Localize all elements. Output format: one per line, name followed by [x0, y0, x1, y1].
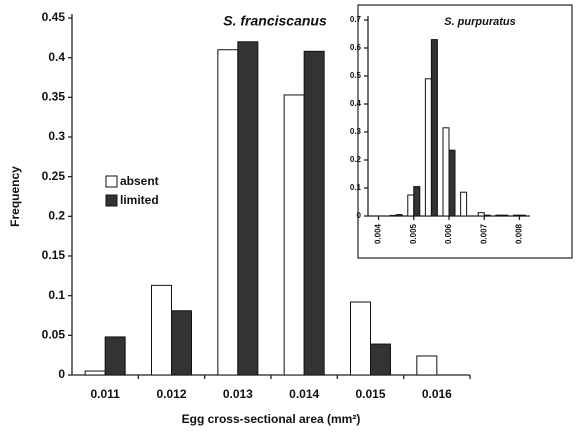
- bar: [430, 39, 438, 217]
- y-tick-label: 0.4: [48, 50, 65, 64]
- y-tick-label: 0.35: [42, 90, 66, 104]
- y-tick-label: 0.25: [42, 169, 66, 183]
- bar: [518, 214, 526, 217]
- bar: [495, 214, 503, 217]
- bar: [501, 214, 509, 217]
- bar: [84, 370, 106, 376]
- bar: [416, 355, 438, 376]
- bar: [512, 214, 520, 217]
- bar: [442, 127, 450, 217]
- bar: [370, 343, 391, 376]
- x-tick-label: 0.014: [289, 387, 319, 401]
- x-tick-label: 0.013: [223, 387, 253, 401]
- y-tick-label: 0: [357, 211, 362, 220]
- x-tick-label: 0.008: [515, 223, 524, 244]
- y-tick-label: 0.1: [48, 288, 65, 302]
- y-tick-label: 0.1: [350, 183, 362, 192]
- y-axis-label: Frequency: [8, 166, 22, 227]
- bar: [151, 284, 172, 376]
- inset-frame: [357, 4, 573, 259]
- y-tick-label: 0.2: [350, 155, 362, 164]
- bar: [424, 78, 432, 217]
- y-tick-label: 0.05: [42, 328, 66, 342]
- legend-swatch: [105, 175, 118, 188]
- legend-label: limited: [120, 193, 159, 207]
- y-tick-label: 0.2: [48, 209, 65, 223]
- x-tick-label: 0.011: [90, 387, 120, 401]
- chart-title: S. franciscanus: [223, 13, 327, 29]
- legend-label: absent: [120, 174, 159, 188]
- x-tick-label: 0.016: [422, 387, 452, 401]
- legend-swatch: [105, 194, 118, 207]
- y-tick-label: 0.4: [350, 99, 362, 108]
- y-tick-label: 0.7: [350, 15, 362, 24]
- x-tick-label: 0.007: [479, 223, 488, 244]
- x-tick-label: 0.012: [156, 387, 186, 401]
- bar: [483, 214, 491, 217]
- bar: [104, 336, 126, 376]
- x-tick-label: 0.015: [355, 387, 385, 401]
- bar: [413, 186, 421, 217]
- bar: [407, 194, 415, 217]
- bar: [477, 212, 485, 217]
- y-tick-label: 0.3: [48, 129, 65, 143]
- bar: [171, 310, 192, 376]
- bar: [283, 94, 305, 376]
- y-tick-label: 0.5: [350, 71, 362, 80]
- x-axis-label: Egg cross-sectional area (mm²): [182, 412, 361, 426]
- bar: [395, 214, 403, 217]
- y-tick-label: 0: [58, 367, 65, 381]
- bar: [389, 214, 397, 217]
- bar: [460, 191, 468, 217]
- bar: [237, 41, 259, 376]
- bar: [303, 50, 325, 376]
- bar: [217, 49, 239, 376]
- bar: [350, 301, 371, 376]
- y-tick-label: 0.3: [350, 127, 362, 136]
- x-tick-label: 0.006: [444, 223, 453, 244]
- x-tick-label: 0.005: [409, 223, 418, 244]
- y-tick-label: 0.45: [42, 10, 66, 24]
- chart-title: S. purpuratus: [444, 16, 516, 28]
- y-tick-label: 0.15: [42, 248, 66, 262]
- bar: [448, 149, 456, 217]
- x-tick-label: 0.004: [374, 223, 383, 244]
- y-tick-label: 0.6: [350, 43, 362, 52]
